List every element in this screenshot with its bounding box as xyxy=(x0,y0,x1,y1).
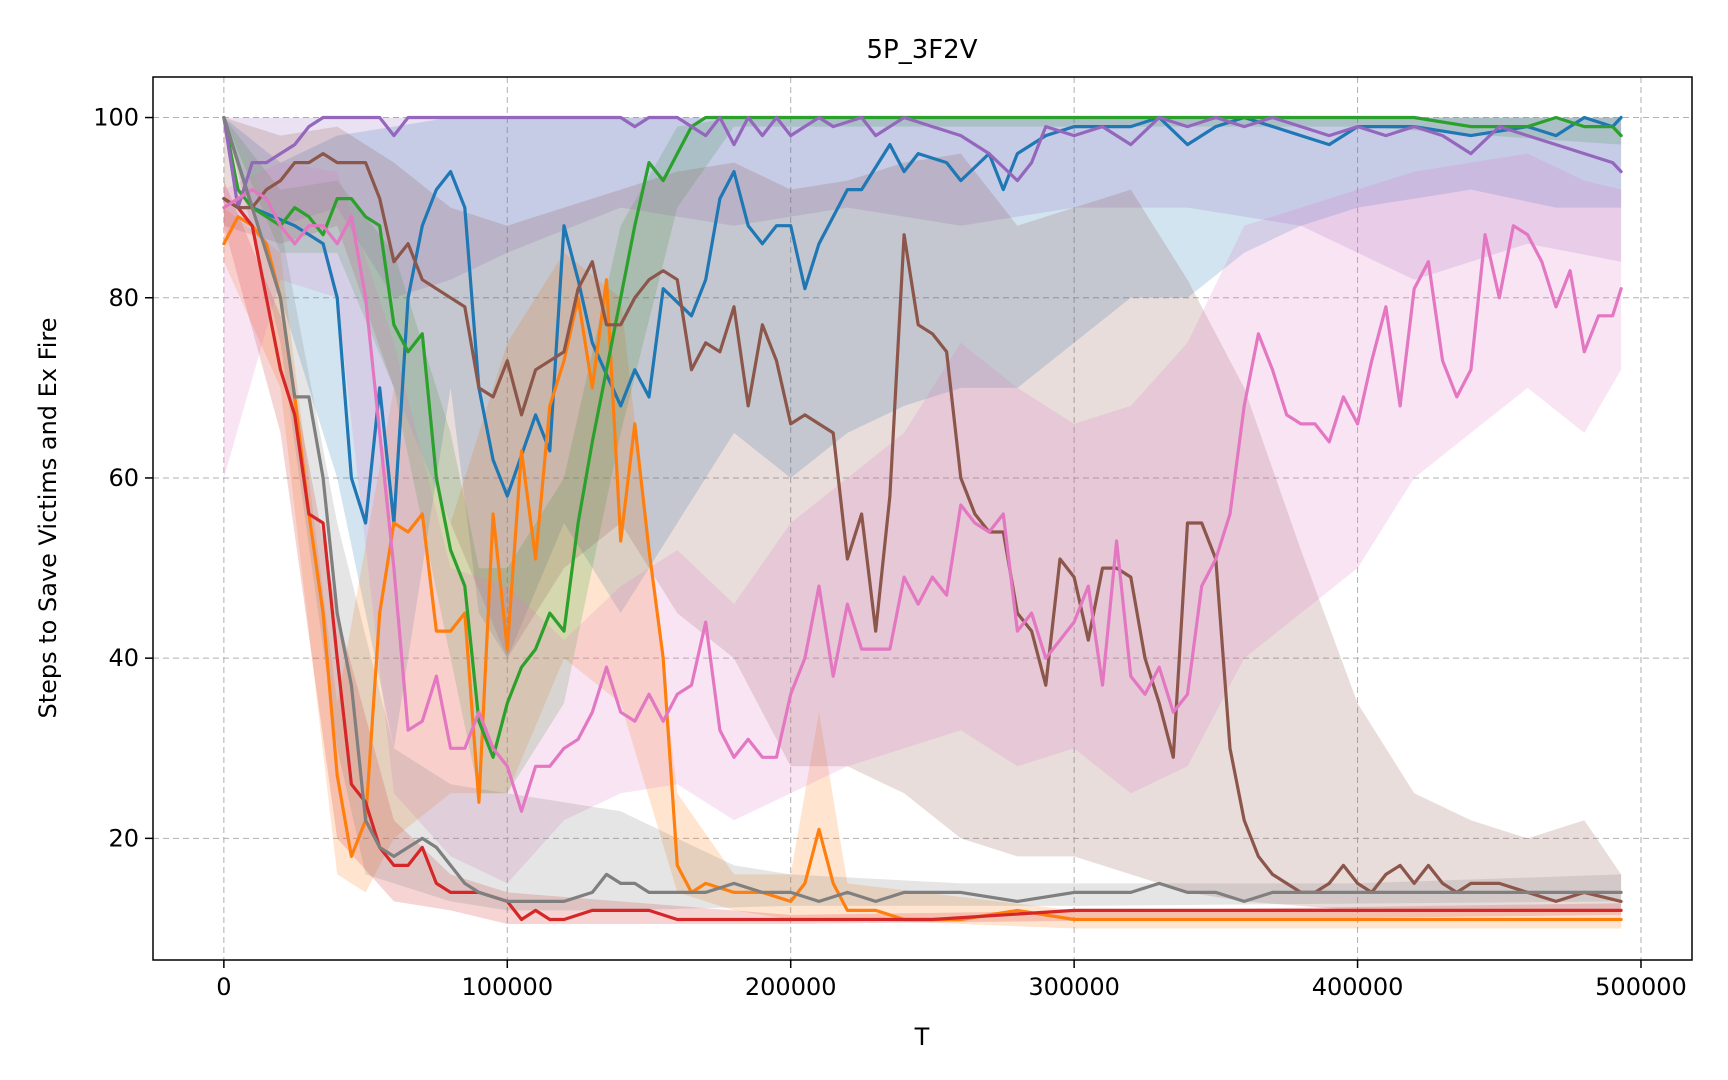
series-5-line xyxy=(222,115,1623,210)
x-axis: 0 100000 200000 300000 400000 500000 xyxy=(216,960,1687,1001)
y-tick-label: 60 xyxy=(108,464,139,492)
series-7-line xyxy=(222,188,1623,813)
grid-layer xyxy=(153,77,1692,960)
bands-layer xyxy=(223,117,1622,929)
plot-frame xyxy=(152,76,1693,961)
x-tick-label: 400000 xyxy=(1312,973,1404,1001)
y-axis: 20 40 60 80 100 xyxy=(93,104,153,852)
series-6-line xyxy=(222,152,1623,904)
series-3-line xyxy=(222,115,1623,759)
series-4-band xyxy=(223,180,1622,925)
chart-title: 5P_3F2V xyxy=(866,35,977,65)
series-2-line xyxy=(222,215,1623,922)
x-tick-label: 200000 xyxy=(745,973,837,1001)
x-tick-label: 500000 xyxy=(1595,973,1687,1001)
y-tick-label: 40 xyxy=(108,644,139,672)
y-axis-label: Steps to Save Victims and Ex Fire xyxy=(34,318,62,719)
series-4-line xyxy=(222,197,1623,922)
x-tick-label: 100000 xyxy=(461,973,553,1001)
series-8-line xyxy=(222,115,1623,904)
x-tick-label: 300000 xyxy=(1028,973,1120,1001)
x-tick-label: 0 xyxy=(216,973,231,1001)
y-tick-label: 100 xyxy=(93,104,139,132)
y-tick-label: 80 xyxy=(108,284,139,312)
series-7-band xyxy=(223,153,1622,884)
series-1-band xyxy=(223,117,1622,749)
series-3-band xyxy=(223,117,1622,794)
series-8-band xyxy=(223,117,1622,911)
series-2-band xyxy=(223,207,1622,929)
series-1-line xyxy=(222,115,1623,525)
y-tick-label: 20 xyxy=(108,824,139,852)
lines-layer xyxy=(222,115,1623,922)
series-5-band xyxy=(223,117,1622,298)
x-axis-label: T xyxy=(914,1023,930,1051)
